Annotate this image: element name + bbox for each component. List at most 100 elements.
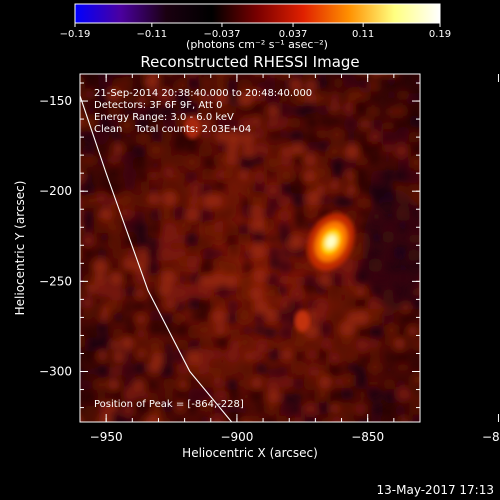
- texture-blob: [178, 380, 188, 389]
- texture-blob: [250, 205, 263, 217]
- texture-blob: [100, 232, 110, 242]
- texture-blob: [339, 320, 356, 337]
- texture-blob: [318, 194, 331, 206]
- texture-blob: [251, 377, 262, 389]
- texture-blob: [279, 168, 294, 184]
- texture-blob: [97, 102, 111, 115]
- texture-blob: [394, 105, 406, 117]
- texture-blob: [411, 350, 420, 360]
- texture-blob: [184, 232, 200, 248]
- texture-blob: [331, 300, 342, 311]
- texture-blob: [408, 326, 418, 337]
- texture-blob: [214, 249, 224, 259]
- texture-blob: [113, 311, 124, 322]
- texture-blob: [240, 362, 254, 376]
- texture-blob: [112, 131, 122, 142]
- texture-blob: [251, 217, 268, 234]
- texture-dark-patch: [363, 190, 420, 310]
- texture-blob: [81, 391, 96, 405]
- texture-blob: [160, 129, 173, 142]
- texture-blob: [339, 402, 355, 417]
- texture-blob: [281, 146, 291, 157]
- texture-blob: [267, 367, 277, 377]
- source-peak-group: [307, 212, 355, 271]
- texture-blob: [125, 326, 138, 339]
- colorbar: −0.19 −0.11 −0.037 0.037 0.11 0.19 (photons c…: [60, 3, 451, 51]
- x-tick-label: −950: [90, 430, 123, 444]
- texture-blob: [187, 339, 202, 353]
- texture-blob: [132, 156, 147, 171]
- texture-blob: [256, 403, 266, 414]
- texture-blob: [212, 349, 223, 360]
- texture-blob: [80, 263, 83, 274]
- texture-blob: [127, 247, 137, 257]
- texture-blob: [394, 338, 406, 350]
- texture-blob: [355, 337, 370, 353]
- source-peak-core: [325, 235, 337, 249]
- y-tick-label: −250: [39, 274, 72, 288]
- texture-blob: [411, 363, 420, 372]
- texture-blob: [305, 80, 317, 91]
- texture-blob: [225, 206, 237, 218]
- texture-blob: [368, 309, 384, 325]
- texture-blob: [107, 378, 120, 391]
- texture-blob: [239, 155, 255, 171]
- heatmap-texture: [69, 74, 438, 422]
- texture-blob: [148, 171, 158, 181]
- texture-blob: [314, 299, 330, 315]
- colorbar-tick-label: −0.11: [137, 29, 168, 40]
- texture-blob: [367, 106, 379, 117]
- texture-blob: [135, 193, 150, 208]
- texture-blob: [316, 309, 327, 321]
- texture-blob: [160, 270, 176, 286]
- footer-timestamp: 13-May-2017 17:13: [377, 483, 494, 497]
- colorbar-tick-label: −0.19: [60, 29, 91, 40]
- texture-blob: [303, 169, 317, 184]
- texture-blob: [71, 298, 80, 307]
- texture-blob: [318, 376, 332, 390]
- texture-blob: [69, 406, 79, 416]
- texture-blob: [96, 116, 113, 133]
- texture-blob: [279, 117, 289, 127]
- texture-blob: [122, 257, 136, 270]
- texture-blob: [306, 191, 322, 206]
- texture-blob: [279, 326, 294, 340]
- texture-blob: [330, 103, 340, 112]
- texture-blob: [248, 387, 264, 403]
- texture-blob: [186, 75, 201, 90]
- texture-blob: [357, 74, 366, 77]
- texture-blob: [134, 117, 150, 133]
- texture-blob: [410, 183, 419, 193]
- texture-blob: [227, 412, 243, 422]
- texture-blob: [176, 403, 185, 412]
- texture-blob: [394, 143, 409, 159]
- texture-blob: [138, 171, 150, 183]
- texture-blob: [226, 312, 238, 325]
- texture-blob: [302, 100, 316, 115]
- texture-blob: [135, 289, 145, 298]
- texture-blob: [159, 417, 171, 422]
- texture-blob: [344, 296, 358, 310]
- texture-blob: [161, 400, 174, 413]
- texture-blob: [80, 103, 85, 118]
- x-axis: −950 −900 −850 −800: [79, 74, 500, 444]
- texture-blob: [107, 235, 122, 250]
- texture-blob: [254, 171, 266, 183]
- texture-blob: [423, 235, 438, 250]
- texture-blob: [305, 74, 316, 78]
- texture-blob: [151, 129, 165, 143]
- texture-blob: [201, 168, 214, 181]
- texture-blob: [185, 141, 199, 155]
- annotation-peak-position: Position of Peak = [-864,-228]: [94, 399, 244, 410]
- annotation-detectors: Detectors: 3F 6F 9F, Att 0: [94, 100, 222, 111]
- texture-blob: [92, 129, 109, 146]
- texture-blob: [342, 74, 357, 89]
- texture-blob: [216, 116, 227, 127]
- texture-blob: [293, 377, 305, 390]
- texture-blob: [80, 181, 95, 197]
- texture-blob: [267, 195, 283, 211]
- texture-blob: [84, 154, 97, 166]
- texture-blob: [199, 386, 213, 400]
- texture-blob: [420, 365, 433, 378]
- texture-blob: [303, 375, 319, 391]
